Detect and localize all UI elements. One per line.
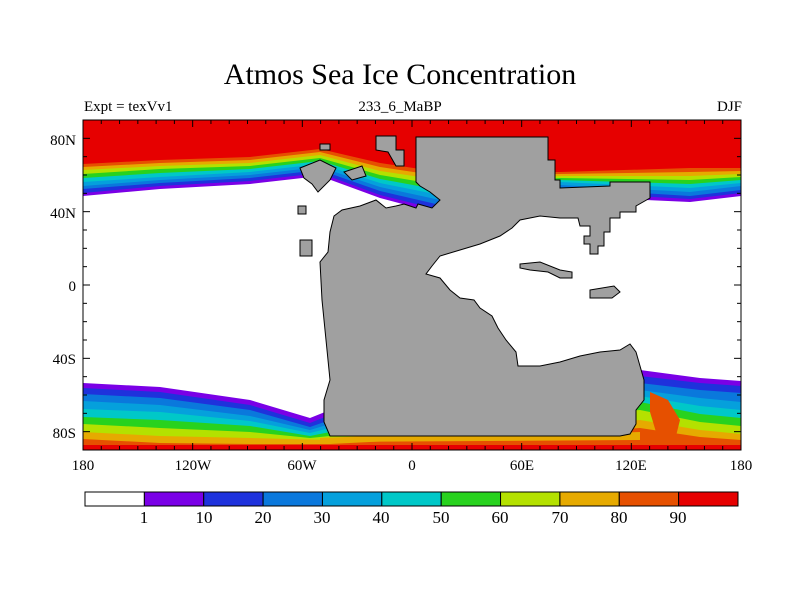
y-tick-label: 40N (50, 206, 76, 222)
colorbar-label: 30 (314, 508, 331, 527)
x-tick-label: 180 (730, 458, 753, 474)
y-tick-label: 80N (50, 133, 76, 149)
y-tick-label: 0 (69, 279, 77, 295)
colorbar-box (84, 491, 145, 507)
colorbar-box (500, 491, 561, 507)
colorbar-label: 1 (140, 508, 149, 527)
colorbar-label: 10 (196, 508, 213, 527)
colorbar-box (678, 491, 739, 507)
x-tick-label: 120W (175, 458, 213, 474)
colorbar-label: 50 (433, 508, 450, 527)
south-east-patch (650, 392, 680, 436)
colorbar-label: 40 (373, 508, 390, 527)
north-ice-band-90 (83, 120, 741, 172)
colorbar-box (203, 491, 264, 507)
southeast-island (589, 285, 621, 299)
x-tick-label: 60W (287, 458, 317, 474)
west-island-2 (297, 205, 307, 215)
colorbar-box (440, 491, 502, 507)
colorbar-label: 80 (611, 508, 628, 527)
x-tick-label: 120E (615, 458, 647, 474)
south-coast-patch (320, 432, 640, 442)
axis-ticks (82, 119, 742, 451)
period-label: 233_6_MaBP (358, 99, 442, 115)
colorbar-box (618, 491, 680, 507)
north-island-4 (343, 165, 367, 181)
colorbar-label: 20 (255, 508, 272, 527)
east-peninsula (519, 261, 573, 279)
colorbar-box (143, 491, 205, 507)
north-island-2 (375, 135, 405, 167)
y-tick-label: 40S (53, 352, 76, 368)
season-label: DJF (716, 99, 742, 115)
north-island-3 (319, 143, 331, 151)
land (297, 135, 651, 437)
x-tick-label: 180 (72, 458, 95, 474)
supercontinent (319, 136, 651, 437)
x-tick-label: 60E (510, 458, 534, 474)
map-title: Atmos Sea Ice Concentration (223, 58, 577, 91)
west-island-1 (299, 239, 313, 257)
experiment-label: Expt = texVv1 (84, 99, 173, 115)
colorbar-box (381, 491, 442, 507)
colorbar-label: 60 (492, 508, 509, 527)
y-tick-labels: 80N 40N 0 40S 80S (50, 133, 76, 442)
colorbar-labels: 1 10 20 30 40 50 60 70 80 90 (140, 508, 687, 527)
colorbar-box (321, 491, 383, 507)
colorbar (84, 491, 739, 507)
colorbar-box (262, 491, 323, 507)
x-tick-labels: 180 120W 60W 0 60E 120E 180 (72, 458, 753, 474)
colorbar-label: 70 (552, 508, 569, 527)
y-tick-label: 80S (53, 426, 76, 442)
north-island-1 (299, 159, 337, 193)
colorbar-box (559, 491, 620, 507)
x-tick-label: 0 (408, 458, 416, 474)
colorbar-label: 90 (670, 508, 687, 527)
